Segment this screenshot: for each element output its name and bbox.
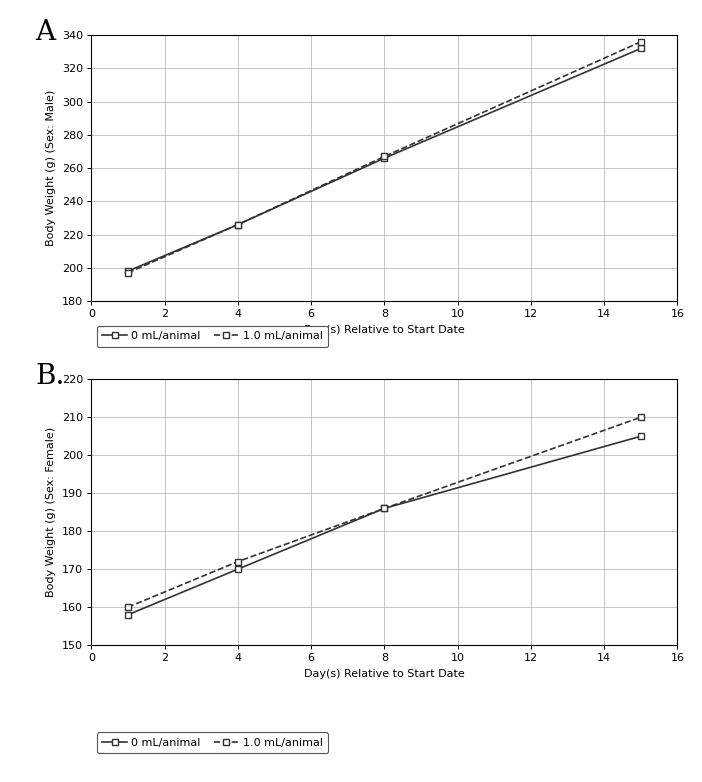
Text: A: A (36, 20, 55, 46)
Legend: 0 mL/animal, 1.0 mL/animal: 0 mL/animal, 1.0 mL/animal (97, 733, 329, 753)
Y-axis label: Body Weight (g) (Sex: Male): Body Weight (g) (Sex: Male) (46, 90, 56, 246)
Y-axis label: Body Weight (g) (Sex: Female): Body Weight (g) (Sex: Female) (46, 427, 56, 597)
X-axis label: Day(s) Relative to Start Date: Day(s) Relative to Start Date (304, 669, 465, 679)
Legend: 0 mL/animal, 1.0 mL/animal: 0 mL/animal, 1.0 mL/animal (97, 326, 329, 346)
X-axis label: Day(s) Relative to Start Date: Day(s) Relative to Start Date (304, 325, 465, 335)
Text: B.: B. (36, 364, 65, 390)
